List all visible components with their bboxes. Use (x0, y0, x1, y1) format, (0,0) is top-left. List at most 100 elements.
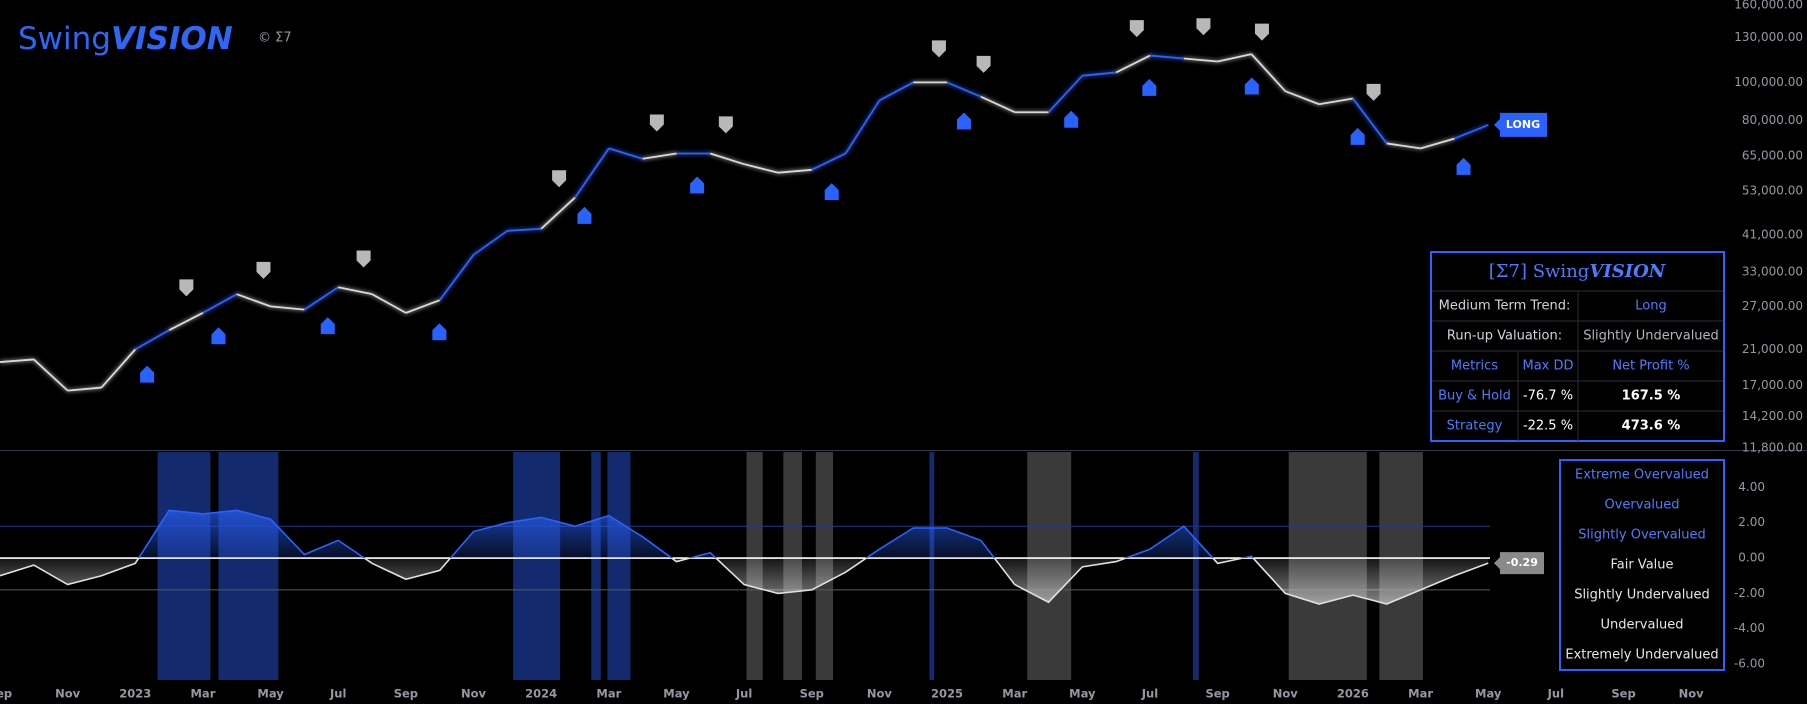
x-tick-label: Nov (1273, 687, 1299, 701)
price-segment (1047, 75, 1084, 113)
x-tick-label: Sep (1205, 687, 1229, 701)
price-segment (540, 196, 576, 230)
legend-entry: Undervalued (1600, 618, 1683, 633)
x-tick-label: Mar (1002, 687, 1027, 701)
sell-signal (1254, 23, 1269, 41)
price-segment (844, 99, 881, 154)
y-tick-label: 65,000.00 (1742, 149, 1803, 163)
price-line (0, 53, 1489, 392)
price-segment (1454, 124, 1489, 140)
x-tick-label: 2026 (1337, 687, 1369, 701)
y-tick-label: 17,000.00 (1742, 378, 1803, 392)
price-segment (1352, 97, 1388, 144)
price-segment (1318, 97, 1354, 106)
legend-entry: Slightly Overvalued (1578, 528, 1706, 543)
price-segment (507, 227, 542, 232)
price-segment (236, 293, 271, 308)
buy-signal (690, 176, 705, 194)
x-tick-label: Sep (800, 687, 824, 701)
end-tag-label: LONG (1506, 118, 1540, 131)
buy-signal (824, 183, 839, 201)
y-tick-label: -6.00 (1734, 657, 1765, 671)
x-tick-label: Nov (55, 687, 81, 701)
buy-signal (1142, 78, 1157, 96)
x-tick-label: Mar (1408, 687, 1433, 701)
y-tick-label: -4.00 (1734, 621, 1765, 635)
oscillator-line (0, 509, 1489, 605)
price-segment (946, 81, 982, 98)
price-segment (33, 358, 69, 392)
price-segment (168, 312, 204, 331)
legend-entry: Overvalued (1604, 498, 1679, 513)
y-tick-label: 160,000.00 (1734, 0, 1803, 12)
price-segment (811, 152, 846, 171)
value-tag-label: -0.29 (1506, 556, 1538, 569)
y-tick-label: 21,000.00 (1742, 342, 1803, 356)
price-segment (574, 147, 610, 199)
x-tick-label: Sep (0, 687, 12, 701)
sell-signal (179, 279, 194, 297)
valuation-region (1192, 452, 1199, 680)
x-tick-label: Mar (190, 687, 215, 701)
sell-signal (1129, 20, 1144, 38)
buy-signal (1456, 157, 1471, 175)
x-tick-label: May (1069, 687, 1096, 701)
table-cell: Run-up Valuation: (1447, 329, 1562, 344)
table-cell: Strategy (1447, 419, 1503, 434)
x-tick-label: May (257, 687, 284, 701)
brand-word: VISION (111, 21, 233, 57)
brand-word: Swing (18, 21, 111, 57)
table-cell: Net Profit % (1612, 359, 1689, 374)
legend-entry: Fair Value (1610, 558, 1673, 573)
table-cell: -76.7 % (1523, 389, 1573, 404)
price-segment (777, 168, 812, 174)
price-segment (1420, 137, 1455, 150)
y-tick-label: 14,200.00 (1742, 409, 1803, 423)
price-segment (878, 81, 914, 102)
y-tick-label: 0.00 (1738, 551, 1765, 565)
brand-logo: SwingVISION (18, 21, 233, 57)
price-segment (1115, 54, 1151, 74)
y-tick-label: 53,000.00 (1742, 184, 1803, 198)
buy-signal (577, 206, 592, 224)
y-tick-label: 11,800.00 (1742, 441, 1803, 455)
price-segment (710, 152, 745, 166)
x-tick-label: 2025 (931, 687, 963, 701)
sell-signal (718, 116, 733, 134)
table-cell: -22.5 % (1523, 419, 1573, 434)
table-cell: Max DD (1522, 359, 1573, 374)
table-cell: 167.5 % (1622, 389, 1681, 404)
price-segment (303, 286, 339, 311)
price-segment (642, 152, 677, 160)
sell-signal (976, 55, 991, 73)
x-tick-label: Nov (461, 687, 487, 701)
sell-signal (256, 261, 271, 279)
value-tag-box (1494, 552, 1544, 575)
y-tick-label: 4.00 (1738, 480, 1765, 494)
x-tick-label: Jul (1547, 687, 1564, 701)
price-segment (980, 95, 1016, 114)
price-segment (438, 254, 475, 301)
price-segment (1183, 57, 1218, 63)
table-title-part: [Σ7] Swing (1489, 261, 1590, 282)
y-tick-label: 130,000.00 (1734, 30, 1803, 44)
x-tick-label: Sep (394, 687, 418, 701)
y-tick-label: 100,000.00 (1734, 75, 1803, 89)
table-cell: 473.6 % (1622, 419, 1681, 434)
buy-signal (140, 365, 155, 383)
price-segment (202, 293, 238, 314)
table-cell: Metrics (1451, 359, 1498, 374)
table-cell: Long (1635, 299, 1666, 314)
sell-signal (356, 250, 371, 268)
oscillator-area (0, 510, 1489, 604)
legend-entry: Extreme Overvalued (1575, 468, 1709, 483)
table-cell: Buy & Hold (1438, 389, 1511, 404)
price-segment (270, 305, 305, 311)
y-tick-label: 80,000.00 (1742, 113, 1803, 127)
price-segment (608, 147, 643, 160)
valuation-region (591, 452, 601, 680)
price-segment (473, 230, 508, 256)
price-segment (1284, 90, 1320, 106)
